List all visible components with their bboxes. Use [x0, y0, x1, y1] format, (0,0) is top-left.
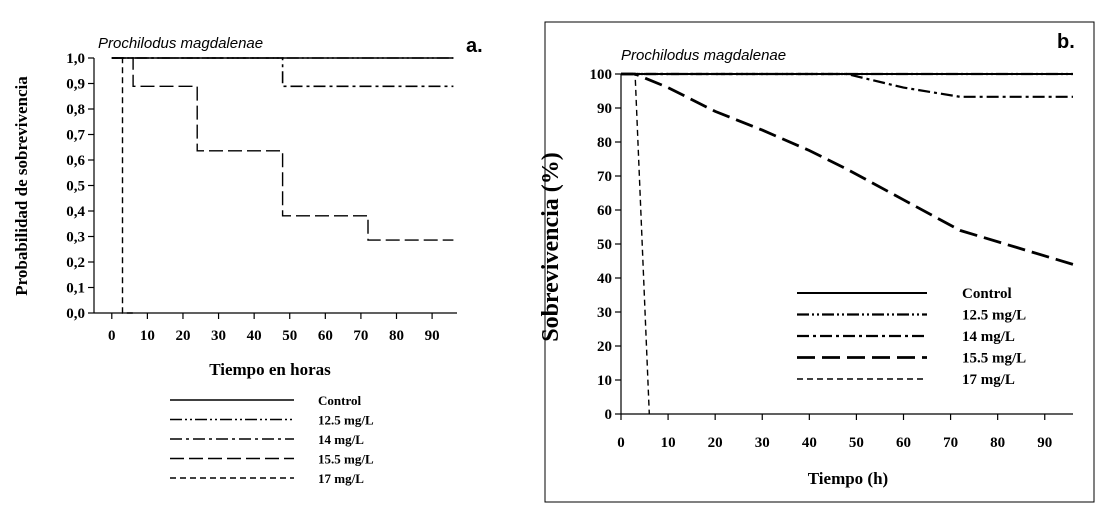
y-tick-label: 0,7: [66, 128, 85, 144]
x-tick-label: 0: [108, 328, 116, 344]
legend-label-control: Control: [962, 286, 1012, 302]
panel-a-species-label: Prochilodus magdalenae: [98, 35, 263, 52]
x-tick-label: 40: [802, 435, 817, 451]
series-line-14-mg-l: [111, 57, 454, 88]
legend-label-15-5-mg-l: 15.5 mg/L: [962, 351, 1026, 367]
x-tick-label: 60: [318, 328, 333, 344]
x-tick-label: 70: [353, 328, 368, 344]
panel-b-y-ticks: 0 10 20 30 40 50 60 70 80 90 100: [590, 67, 621, 423]
x-tick-label: 80: [990, 435, 1005, 451]
x-tick-label: 30: [755, 435, 770, 451]
panel-a: Prochilodus magdalenae a. 0,00,10,20,30,…: [12, 35, 483, 486]
legend-label-12-5-mg-l: 12.5 mg/L: [962, 308, 1026, 324]
x-tick-label: 90: [425, 328, 440, 344]
panel-b-series: [621, 72, 1074, 415]
panel-a-x-ticks: 0 10 20 30 40 50 60 70 80 90: [108, 313, 440, 344]
panel-a-y-ticks: 0,0 0,1 0,2 0,3 0,4 0,5 0,6 0,7 0,8 0,9 1,0: [66, 51, 94, 322]
series-line-15-5-mg-l: [621, 72, 1074, 266]
panel-a-legend: Control 12.5 mg/L 14 mg/L 15.5 mg/L 17 mg/L: [170, 393, 374, 486]
x-tick-label: 10: [661, 435, 676, 451]
x-tick-label: 40: [247, 328, 262, 344]
legend-label-14-mg-l: 14 mg/L: [962, 329, 1015, 345]
x-tick-label: 80: [389, 328, 404, 344]
y-tick-label: 10: [597, 373, 612, 389]
legend-label-12-5-mg-l: 12.5 mg/L: [318, 413, 374, 428]
y-tick-label: 0: [605, 407, 613, 423]
series-line-17-mg-l: [111, 57, 134, 314]
y-tick-label: 60: [597, 203, 612, 219]
y-tick-label: 0,9: [66, 77, 85, 93]
panel-b-x-ticks: 0 10 20 30 40 50 60 70 80 90: [617, 414, 1052, 451]
x-tick-label: 60: [896, 435, 911, 451]
panel-b-y-axis-title: Sobrevivencia (%): [538, 152, 564, 342]
y-tick-label: 0,3: [66, 230, 85, 246]
panel-b-x-axis-title: Tiempo (h): [808, 469, 888, 488]
y-tick-label: 0,5: [66, 179, 85, 195]
y-tick-label: 50: [597, 237, 612, 253]
y-tick-label: 0,1: [66, 281, 85, 297]
y-tick-label: 0,6: [66, 153, 85, 169]
y-tick-label: 0,8: [66, 102, 85, 118]
legend-label-17-mg-l: 17 mg/L: [962, 372, 1015, 388]
panel-a-series: [111, 57, 454, 314]
x-tick-label: 30: [211, 328, 226, 344]
panel-b-label: b.: [1057, 31, 1075, 53]
series-line-15-5-mg-l: [111, 57, 454, 241]
y-tick-label: 1,0: [66, 51, 85, 67]
legend-label-14-mg-l: 14 mg/L: [318, 432, 364, 447]
x-tick-label: 0: [617, 435, 625, 451]
y-tick-label: 80: [597, 135, 612, 151]
x-tick-label: 10: [140, 328, 155, 344]
x-tick-label: 90: [1037, 435, 1052, 451]
y-tick-label: 100: [590, 67, 613, 83]
panel-b-frame: [544, 21, 1095, 503]
panel-b-species-label: Prochilodus magdalenae: [621, 47, 786, 64]
panel-b-legend: Control 12.5 mg/L 14 mg/L 15.5 mg/L 17 mg/L: [797, 286, 1026, 388]
series-line-17-mg-l: [621, 73, 650, 415]
panel-a-x-axis-title: Tiempo en horas: [209, 360, 331, 379]
x-tick-label: 20: [708, 435, 723, 451]
x-tick-label: 70: [943, 435, 958, 451]
legend-label-15-5-mg-l: 15.5 mg/L: [318, 452, 374, 467]
y-tick-label: 20: [597, 339, 612, 355]
series-line-14-mg-l: [621, 72, 1073, 98]
y-tick-label: 0,0: [66, 306, 85, 322]
panel-a-y-axis-title: Probabilidad de sobrevivencia: [12, 76, 31, 296]
y-tick-label: 30: [597, 305, 612, 321]
legend-label-17-mg-l: 17 mg/L: [318, 471, 364, 486]
panel-b: Prochilodus magdalenae b. 0 10 20 30 40 50 60 7…: [538, 21, 1095, 503]
x-tick-label: 50: [282, 328, 297, 344]
legend-label-control: Control: [318, 393, 361, 408]
y-tick-label: 40: [597, 271, 612, 287]
y-tick-label: 70: [597, 169, 612, 185]
y-tick-label: 0,4: [66, 204, 85, 220]
x-tick-label: 20: [175, 328, 190, 344]
y-tick-label: 0,2: [66, 255, 85, 271]
y-tick-label: 90: [597, 101, 612, 117]
x-tick-label: 50: [849, 435, 864, 451]
panel-a-label: a.: [466, 35, 483, 57]
